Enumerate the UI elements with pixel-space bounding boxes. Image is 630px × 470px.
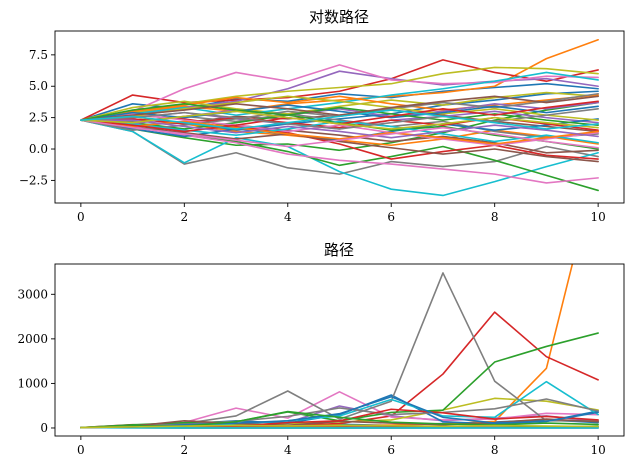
paths-series (80, 264, 599, 429)
paths-x-tick-label-2: 4 (284, 443, 292, 457)
log-paths-y-tick-label-4: 7.5 (29, 48, 48, 62)
log-paths-x-tick-label-1: 2 (180, 210, 188, 224)
paths-series-line-19 (80, 424, 599, 429)
log-paths-x-ticks: 0 2 4 6 8 10 (77, 203, 606, 224)
log-paths-series-line-39 (80, 109, 599, 130)
log-paths-series-line-3 (80, 59, 599, 121)
log-paths-y-tick-label-0: −2.5 (19, 173, 48, 187)
paths-title: 路径 (324, 241, 354, 259)
log-paths-series-line-29 (80, 119, 599, 144)
log-paths-series-line-30 (80, 104, 599, 121)
log-paths-y-ticks: −2.5 0.0 2.5 5.0 7.5 (19, 48, 55, 187)
paths-x-tick-label-1: 2 (180, 443, 188, 457)
log-paths-series-line-2 (80, 101, 599, 152)
log-paths-x-tick-label-5: 10 (590, 210, 605, 224)
log-paths-series-line-31 (80, 119, 599, 145)
log-paths-x-tick-label-0: 0 (77, 210, 85, 224)
paths-x-tick-label-0: 0 (77, 443, 85, 457)
paths-x-tick-label-3: 6 (387, 443, 395, 457)
paths-x-tick-label-5: 10 (590, 443, 605, 457)
log-paths-series (80, 38, 599, 197)
paths-x-ticks: 0 2 4 6 8 10 (77, 436, 606, 457)
log-paths-y-tick-label-1: 0.0 (29, 142, 48, 156)
log-paths-title: 对数路径 (309, 8, 369, 26)
log-paths-x-tick-label-3: 6 (387, 210, 395, 224)
paths-axes-frame (54, 263, 625, 437)
log-paths-series-line-38 (80, 110, 599, 130)
log-paths-series-line-36 (80, 119, 599, 149)
log-paths-series-line-1 (80, 38, 599, 121)
log-paths-y-tick-label-3: 5.0 (29, 79, 48, 93)
paths-y-tick-label-3: 3000 (17, 287, 48, 301)
paths-panel: 路径 0 2 4 6 8 10 0 1000 2000 3000 (17, 241, 625, 457)
log-paths-x-tick-label-2: 4 (284, 210, 292, 224)
log-paths-series-line-6 (80, 64, 599, 121)
paths-y-ticks: 0 1000 2000 3000 (17, 287, 55, 435)
log-paths-series-line-19 (80, 71, 599, 121)
paths-y-tick-label-2: 2000 (17, 332, 48, 346)
log-paths-y-tick-label-2: 2.5 (29, 111, 48, 125)
paths-y-tick-label-0: 0 (40, 421, 48, 435)
log-paths-series-line-25 (80, 119, 599, 163)
log-paths-panel: 对数路径 0 2 4 6 8 10 −2.5 0.0 2.5 5.0 7.5 (19, 8, 625, 224)
log-paths-series-line-34 (80, 119, 599, 139)
log-paths-series-line-32 (80, 103, 599, 126)
log-paths-series-line-35 (80, 95, 599, 121)
log-paths-series-line-18 (80, 91, 599, 121)
log-paths-x-tick-label-4: 8 (491, 210, 499, 224)
log-paths-axes-frame (54, 30, 625, 204)
paths-x-tick-label-4: 8 (491, 443, 499, 457)
paths-y-tick-label-1: 1000 (17, 376, 48, 390)
log-paths-series-line-21 (80, 94, 599, 121)
